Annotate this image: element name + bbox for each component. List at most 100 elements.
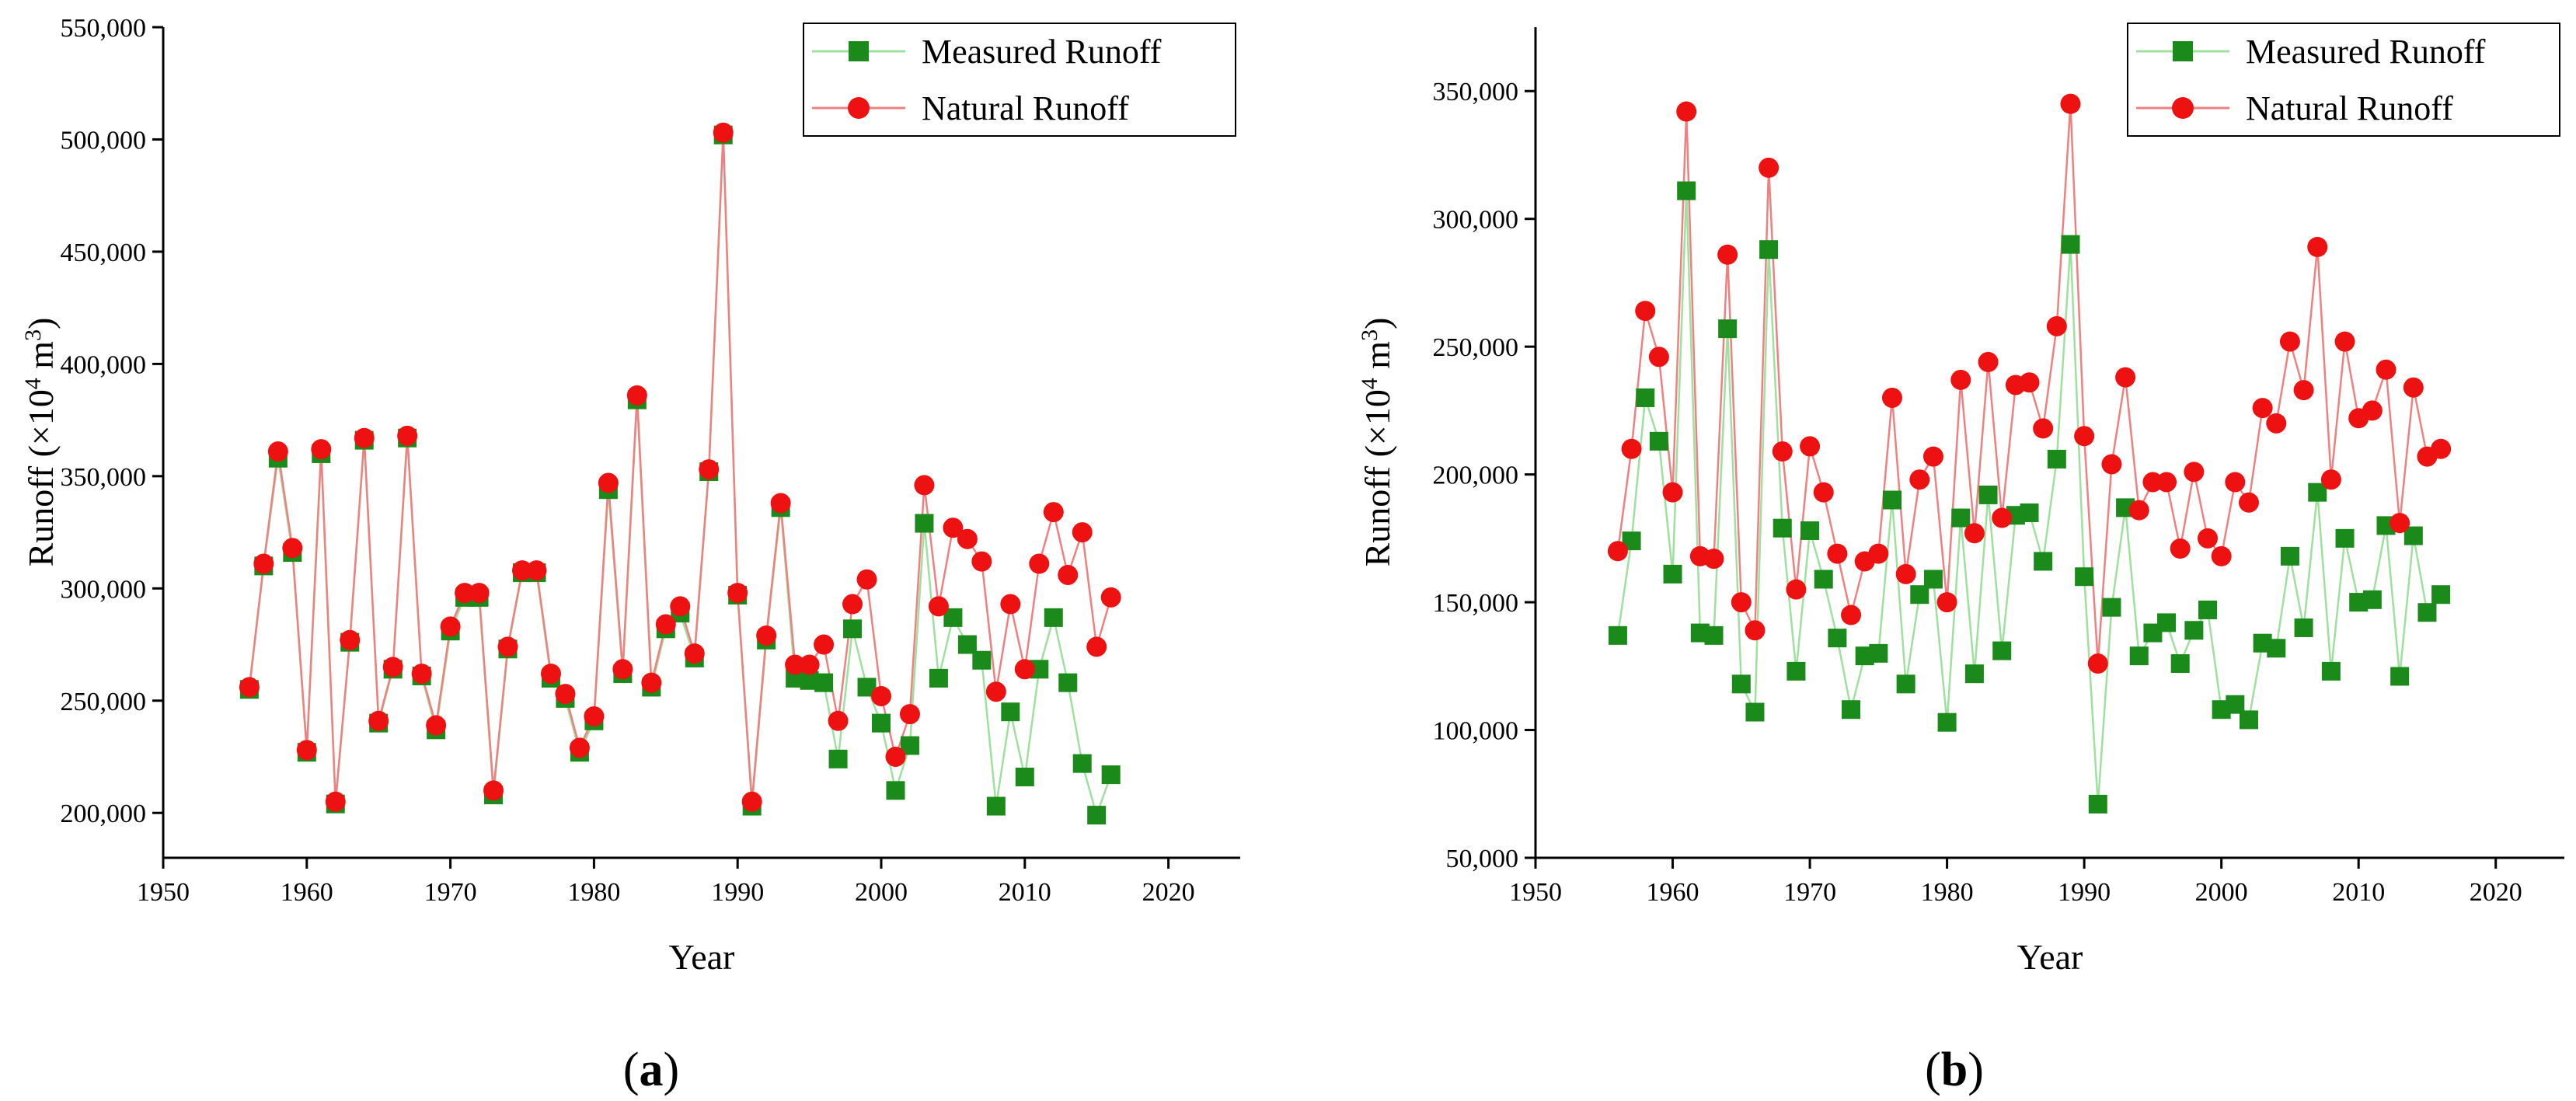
natural-runoff-point (612, 659, 633, 680)
natural-runoff-point (2279, 331, 2300, 352)
natural-runoff-line (248, 132, 1112, 802)
measured-runoff-point (2061, 235, 2080, 254)
natural-runoff-point (1978, 351, 1999, 372)
measured-runoff-point (1101, 765, 1121, 785)
measured-runoff-point (1608, 625, 1627, 645)
x-axis-label: Year (2017, 937, 2083, 977)
natural-runoff-point (655, 614, 676, 635)
natural-runoff-point (1841, 605, 1862, 625)
measured-runoff-point (1992, 641, 2012, 660)
measured-runoff-point (1978, 485, 1998, 504)
legend-measured-label: Measured Runoff (2246, 33, 2486, 71)
natural-runoff-point (253, 553, 274, 574)
measured-runoff-point (1058, 673, 1078, 692)
y-axis-label: Runoff (×104 m3) (20, 318, 61, 567)
y-tick-label: 50,000 (1446, 845, 1519, 873)
natural-runoff-point (871, 685, 891, 706)
measured-runoff-point (2321, 661, 2341, 681)
natural-runoff-point (2211, 545, 2232, 566)
y-tick-label: 450,000 (61, 239, 147, 267)
natural-runoff-point (2307, 236, 2328, 257)
natural-runoff-point (1014, 659, 1035, 680)
natural-runoff-point (914, 475, 935, 496)
measured-runoff-point (2034, 552, 2053, 571)
x-tick-label: 2010 (2332, 878, 2385, 907)
measured-runoff-point (986, 796, 1006, 816)
x-axis-label: Year (669, 937, 735, 977)
natural-runoff-point (943, 517, 964, 538)
y-tick-label: 300,000 (1433, 206, 1519, 235)
natural-runoff-point (2115, 367, 2136, 388)
natural-runoff-point (1895, 563, 1916, 584)
y-tick-label: 400,000 (61, 350, 147, 379)
natural-runoff-point (2156, 472, 2177, 493)
measured-runoff-point (843, 619, 863, 639)
measured-runoff-point (1649, 431, 1668, 451)
natural-runoff-point (1000, 594, 1021, 615)
natural-runoff-point (1827, 543, 1848, 564)
natural-runoff-point (1100, 587, 1121, 608)
x-tick-label: 2010 (999, 878, 1051, 907)
measured-runoff-point (1072, 754, 1092, 773)
measured-runoff-point (1636, 388, 1655, 407)
natural-runoff-point (957, 528, 978, 549)
natural-runoff-point (1648, 347, 1669, 368)
measured-runoff-point (2020, 503, 2039, 522)
natural-runoff-point (899, 704, 920, 725)
measured-runoff-point (957, 635, 977, 654)
x-tick-label: 2000 (2195, 878, 2248, 907)
natural-runoff-point (1676, 101, 1697, 122)
natural-runoff-point (2170, 538, 2191, 559)
measured-runoff-point (1786, 661, 1806, 681)
natural-runoff-point (741, 791, 762, 812)
y-tick-label: 500,000 (61, 126, 147, 155)
measured-runoff-point (2157, 613, 2177, 632)
natural-runoff-point (2403, 377, 2424, 398)
natural-runoff-point (1731, 592, 1752, 613)
legend-measured-marker (849, 41, 869, 61)
natural-runoff-point (368, 710, 389, 731)
measured-runoff-point (886, 781, 905, 800)
natural-runoff-point (296, 740, 317, 761)
natural-runoff-point (2184, 462, 2205, 483)
y-tick-label: 250,000 (1433, 333, 1519, 362)
legend-natural-marker (2172, 97, 2194, 119)
x-tick-label: 1980 (1921, 878, 1974, 907)
measured-runoff-point (1718, 319, 1738, 339)
natural-runoff-point (1909, 469, 1930, 490)
natural-runoff-point (512, 560, 532, 581)
x-tick-label: 1980 (567, 878, 620, 907)
y-tick-label: 150,000 (1433, 589, 1519, 618)
measured-runoff-point (1704, 625, 1724, 645)
y-ticks: 200,000 250,000 300,000 350,000 400,000 450,0… (61, 14, 163, 828)
measured-runoff-point (1087, 806, 1107, 825)
measured-runoff-point (1842, 700, 1861, 719)
natural-runoff-point (1964, 523, 1985, 544)
y-tick-label: 250,000 (61, 688, 147, 716)
natural-runoff-point (1881, 387, 1902, 408)
measured-runoff-point (2198, 600, 2218, 619)
natural-runoff-point (598, 472, 619, 493)
natural-runoff-point (2293, 380, 2314, 401)
panel-label-a: (a) (623, 1044, 679, 1096)
natural-runoff-point (1621, 438, 1642, 459)
natural-runoff-point (1662, 482, 1683, 503)
natural-runoff-point (2334, 331, 2355, 352)
natural-runoff-point (497, 636, 518, 657)
natural-runoff-point (1950, 369, 1971, 390)
y-tick-label: 550,000 (61, 14, 147, 43)
measured-runoff-point (1951, 508, 1971, 528)
measured-runoff-point (929, 668, 948, 688)
natural-runoff-point (2320, 469, 2341, 490)
measured-runoff-point (872, 713, 891, 733)
measured-runoff-point (2362, 590, 2382, 609)
legend-measured-marker (2173, 41, 2193, 61)
chart-a: 1950 1960 1970 1980 1990 2000 2010 2020 200,000… (20, 14, 1240, 1096)
natural-runoff-point (2087, 653, 2108, 674)
x-ticks: 1950 1960 1970 1980 1990 2000 2010 2020 (137, 858, 1195, 907)
legend: Measured Runoff Natural Runoff (2127, 23, 2560, 137)
natural-runoff-point (2101, 454, 2122, 475)
natural-runoff-point (2266, 413, 2287, 434)
natural-runoff-point (1772, 441, 1793, 462)
measured-runoff-point (2088, 794, 2107, 814)
